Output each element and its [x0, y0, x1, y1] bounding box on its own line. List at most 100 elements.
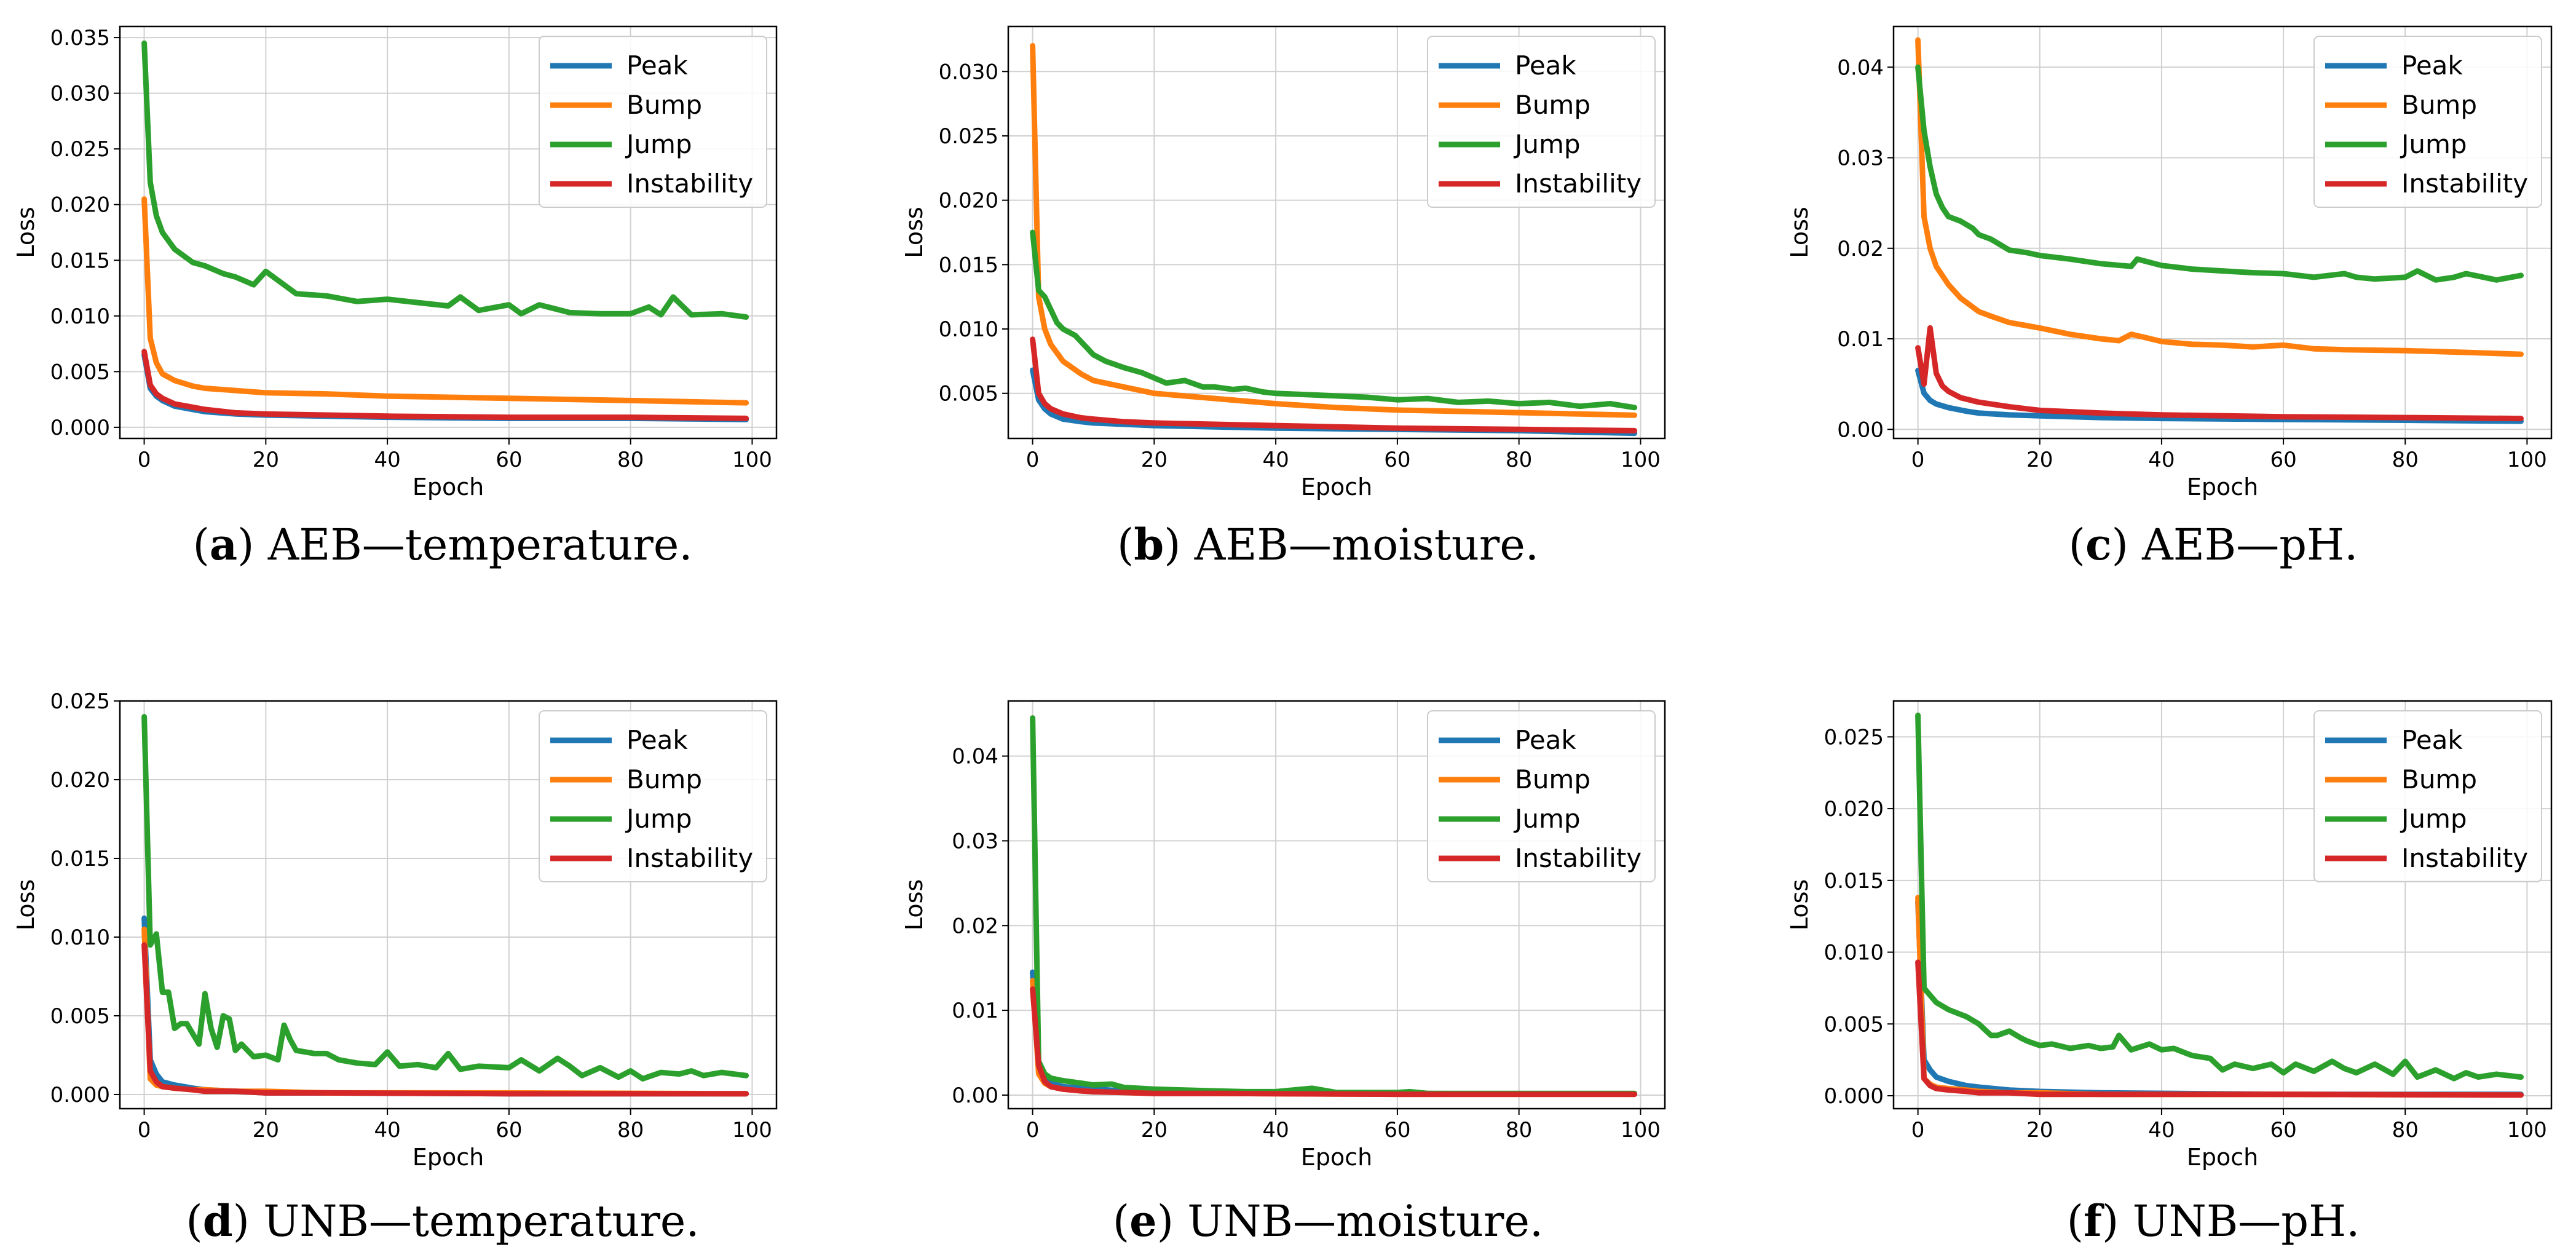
series-line-jump — [1915, 712, 2524, 1082]
x-tick-label: 20 — [253, 1118, 279, 1142]
x-tick-label: 40 — [1262, 1118, 1289, 1142]
x-tick-label: 60 — [2270, 1118, 2296, 1142]
figure-caption: (e) UNB—moisture. — [1113, 1195, 1543, 1246]
y-tick-label: 0.00 — [952, 1083, 998, 1108]
legend: Peak Bump Jump Instability — [539, 710, 767, 882]
y-tick-label: 0.04 — [952, 745, 998, 769]
legend-label: Peak — [2401, 50, 2463, 81]
x-tick-label: 20 — [253, 448, 279, 472]
y-tick-label: 0.000 — [50, 1083, 110, 1107]
x-tick-label: 80 — [2392, 448, 2419, 472]
caption-close-paren: ) — [2112, 520, 2143, 570]
legend-box — [539, 36, 767, 208]
x-tick-label: 0 — [138, 448, 151, 472]
x-tick-label: 60 — [1384, 1118, 1410, 1142]
legend-label: Peak — [1515, 725, 1576, 755]
caption-close-paren: ) — [237, 520, 268, 570]
series-line-jump — [141, 714, 749, 1082]
series-line-bump — [141, 196, 749, 406]
x-axis-label: Epoch — [1301, 473, 1372, 501]
figure-caption: (c) AEB—pH. — [2069, 519, 2358, 570]
x-tick-label: 40 — [1262, 448, 1289, 472]
chart-panel-d: 0 20 40 60 80 100 0.000 0.005 0.010 0.015 0.020 0.0… — [12, 689, 778, 1246]
y-axis-label: Loss — [12, 879, 39, 930]
legend-box — [539, 710, 767, 882]
series-line-bump — [1915, 37, 2524, 357]
y-tick-label: 0.01 — [1837, 327, 1884, 352]
caption-text: UNB—temperature. — [263, 1196, 699, 1246]
legend-box — [1427, 710, 1656, 882]
plot-frame — [1007, 25, 1666, 440]
y-tick-label: 0.005 — [1824, 1012, 1884, 1037]
caption-close-paren: ) — [1157, 1196, 1188, 1246]
y-tick-label: 0.005 — [50, 360, 110, 384]
legend: Peak Bump Jump Instability — [2313, 36, 2542, 208]
y-tick-label: 0.015 — [939, 253, 998, 277]
y-tick-label: 0.000 — [1824, 1084, 1884, 1109]
chart-panel-f: 0 20 40 60 80 100 0.000 0.005 0.010 0.015 0.020 0.0… — [1786, 700, 2553, 1246]
y-tick-label: 0.020 — [1824, 797, 1884, 821]
plot-frame — [1892, 700, 2553, 1110]
legend-label: Peak — [1515, 50, 1576, 81]
x-tick-label: 0 — [138, 1118, 151, 1142]
legend-label: Peak — [626, 725, 688, 755]
legend-label: Jump — [2400, 804, 2467, 834]
x-tick-label: 0 — [1911, 448, 1925, 472]
x-tick-label: 80 — [617, 448, 644, 472]
y-tick-label: 0.005 — [50, 1004, 110, 1029]
legend-label: Bump — [626, 90, 702, 120]
series-line-bump — [141, 926, 749, 1097]
x-tick-label: 20 — [2026, 1118, 2053, 1142]
series-line-jump — [141, 40, 749, 320]
caption-letter: e — [1129, 1195, 1157, 1246]
y-tick-label: 0.03 — [952, 829, 998, 853]
x-tick-label: 80 — [617, 1118, 644, 1142]
legend-label: Instability — [1515, 168, 1642, 199]
legend: Peak Bump Jump Instability — [1427, 36, 1656, 208]
series-line-instability — [1915, 325, 2524, 422]
caption-text: UNB—moisture. — [1187, 1196, 1543, 1246]
x-tick-label: 100 — [732, 448, 772, 472]
caption-open-paren: ( — [192, 520, 209, 570]
chart-panel-c: 0 20 40 60 80 100 0.00 0.01 0.02 0.03 0.04 Epoch Los… — [1786, 25, 2553, 570]
series-line-jump — [1915, 64, 2524, 283]
y-tick-label: 0.015 — [1824, 869, 1884, 893]
y-tick-label: 0.010 — [1824, 941, 1884, 965]
x-tick-label: 80 — [2392, 1118, 2419, 1142]
x-tick-label: 60 — [1384, 448, 1410, 472]
y-tick-label: 0.005 — [939, 382, 998, 406]
caption-text: UNB—pH. — [2133, 1196, 2360, 1246]
chart-panel-e: 0 20 40 60 80 100 0.00 0.01 0.02 0.03 0.04 Epoch Los… — [901, 700, 1666, 1246]
x-axis-label: Epoch — [1301, 1144, 1372, 1171]
plot-frame — [119, 25, 778, 440]
x-axis-label: Epoch — [413, 473, 484, 501]
legend: Peak Bump Jump Instability — [2313, 710, 2542, 882]
plot-frame — [1892, 25, 2553, 440]
y-tick-label: 0.000 — [50, 416, 110, 440]
plot-frame — [119, 700, 778, 1110]
series-line-jump — [1030, 229, 1638, 411]
y-tick-label: 0.010 — [939, 317, 998, 342]
series-line-instability — [141, 349, 749, 421]
caption-text: AEB—pH. — [2141, 520, 2358, 570]
x-tick-label: 60 — [2270, 448, 2296, 472]
legend-label: Instability — [1515, 843, 1642, 873]
x-tick-label: 100 — [2507, 1118, 2547, 1142]
y-tick-label: 0.025 — [939, 124, 998, 149]
caption-text: AEB—moisture. — [1194, 520, 1539, 570]
y-tick-label: 0.010 — [50, 304, 110, 329]
legend-box — [2313, 36, 2542, 208]
y-tick-label: 0.030 — [939, 60, 998, 84]
caption-open-paren: ( — [1117, 520, 1134, 570]
figure-caption: (b) AEB—moisture. — [1117, 519, 1539, 570]
y-axis-label: Loss — [12, 207, 39, 258]
legend-label: Jump — [1513, 804, 1581, 834]
y-tick-label: 0.00 — [1837, 418, 1884, 442]
x-tick-label: 100 — [1621, 1118, 1661, 1142]
x-tick-label: 80 — [1506, 1118, 1532, 1142]
figure-caption: (d) UNB—temperature. — [186, 1195, 699, 1246]
series-line-peak — [141, 352, 749, 422]
series-line-instability — [1030, 336, 1638, 434]
plot-frame — [1007, 700, 1666, 1110]
series-line-instability — [141, 942, 749, 1097]
